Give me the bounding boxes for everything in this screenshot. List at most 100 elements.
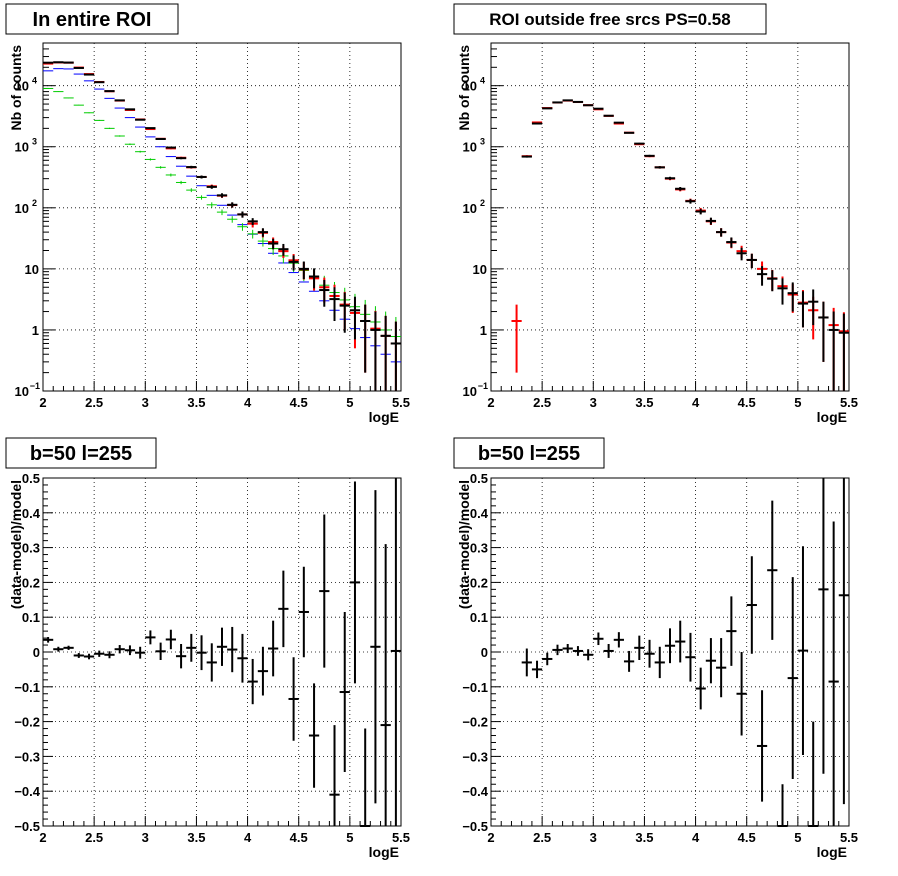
data-series: [43, 87, 401, 391]
y-tick-label: 0.1: [22, 610, 40, 625]
x-tick-label: 2.5: [533, 395, 551, 410]
y-tick-label: 10: [473, 262, 487, 277]
y-tick-exponent: 4: [32, 76, 37, 86]
y-tick-label: 0.4: [470, 506, 489, 521]
panel-title-box: [5, 437, 157, 469]
data-series: [43, 61, 401, 391]
x-tick-label: 5.5: [392, 395, 410, 410]
x-tick-label: 3.5: [635, 395, 653, 410]
x-tick-label: 2: [487, 830, 494, 845]
panel-title: In entire ROI: [33, 9, 152, 31]
x-tick-label: 4.5: [290, 395, 308, 410]
y-tick-label: 0.3: [22, 541, 40, 556]
y-tick-label: 0.2: [22, 575, 40, 590]
x-tick-label: 3: [590, 830, 597, 845]
y-axis-label: (data-model)/model: [456, 480, 472, 609]
y-axis-label: (data-model)/model: [8, 480, 24, 609]
plot-frame: [42, 42, 402, 392]
y-tick-label: 10: [463, 201, 477, 216]
panel-title-box: [453, 437, 605, 469]
x-tick-label: 4.5: [290, 830, 308, 845]
y-tick-label: −0.4: [14, 784, 40, 799]
x-tick-label: 2: [39, 830, 46, 845]
y-tick-exponent: −1: [30, 381, 40, 391]
y-tick-label: 10: [15, 140, 29, 155]
x-tick-label: 3.5: [635, 830, 653, 845]
y-tick-label: −0.2: [462, 715, 488, 730]
panel-residuals-left: b=50 l=255 2 2.5 3 3.5 4 4.5 5 5.5 −0.5 −0.4 −0.3 −…: [5, 437, 410, 860]
panel-title-box: [453, 3, 767, 35]
y-tick-label: 10: [463, 140, 477, 155]
y-tick-label: 1: [480, 323, 487, 338]
x-tick-label: 2.5: [533, 830, 551, 845]
panel-title: ROI outside free srcs PS=0.58: [489, 10, 730, 29]
x-tick-label: 5.5: [392, 830, 410, 845]
y-tick-label: −0.3: [462, 749, 488, 764]
x-tick-label: 4: [692, 395, 700, 410]
x-tick-label: 3: [590, 395, 597, 410]
x-tick-label: 4: [692, 830, 700, 845]
y-tick-label: 10: [463, 384, 477, 399]
y-tick-label: 0.4: [22, 506, 41, 521]
panel-title: b=50 l=255: [30, 443, 132, 465]
data-series: [43, 61, 401, 391]
panel-counts-outside-srcs: ROI outside free srcs PS=0.58 2 2.5 3 3.5 4 4…: [453, 3, 858, 425]
x-tick-label: 2.5: [85, 395, 103, 410]
data-series: [511, 99, 849, 391]
y-tick-label: −0.1: [462, 680, 488, 695]
plot-frame: [490, 42, 850, 392]
y-tick-label: 10: [25, 262, 39, 277]
x-tick-label: 5: [794, 395, 801, 410]
x-tick-label: 5.5: [840, 830, 858, 845]
y-tick-label: 0.3: [470, 541, 488, 556]
x-axis-label: logE: [369, 409, 399, 425]
y-tick-exponent: −1: [478, 381, 488, 391]
x-tick-label: 5: [346, 830, 353, 845]
data-series: [43, 478, 401, 827]
y-tick-label: −0.2: [14, 715, 40, 730]
x-tick-label: 5.5: [840, 395, 858, 410]
y-tick-label: −0.3: [14, 749, 40, 764]
x-tick-label: 2.5: [85, 830, 103, 845]
y-tick-label: 0.5: [22, 471, 40, 486]
x-tick-label: 4.5: [738, 830, 756, 845]
x-tick-label: 3.5: [187, 830, 205, 845]
y-tick-label: 1: [32, 323, 39, 338]
x-tick-label: 5: [346, 395, 353, 410]
x-tick-label: 2: [39, 395, 46, 410]
x-tick-label: 3: [142, 830, 149, 845]
x-tick-label: 2: [487, 395, 494, 410]
x-axis-label: logE: [817, 409, 847, 425]
y-tick-label: 0: [33, 645, 40, 660]
y-axis-label: Nb of counts: [456, 45, 472, 131]
data-series: [43, 68, 401, 363]
y-tick-exponent: 4: [480, 76, 485, 86]
y-tick-label: 0: [481, 645, 488, 660]
y-tick-label: −0.5: [462, 819, 488, 834]
y-tick-exponent: 2: [480, 198, 485, 208]
y-tick-label: 10: [15, 384, 29, 399]
panel-title: b=50 l=255: [478, 443, 580, 465]
y-tick-label: 10: [463, 79, 477, 94]
x-axis-label: logE: [817, 844, 847, 860]
x-axis-label: logE: [369, 844, 399, 860]
y-tick-label: 0.1: [470, 610, 488, 625]
y-tick-label: 0.2: [470, 575, 488, 590]
y-tick-label: −0.4: [462, 784, 488, 799]
panel-residuals-right: b=50 l=255 2 2.5 3 3.5 4 4.5 5 5.5 −0.5 −0.4 −0.3 −…: [453, 437, 858, 860]
y-axis-label: Nb of counts: [8, 45, 24, 131]
panel-title-box: [5, 3, 179, 35]
x-tick-label: 4: [244, 830, 252, 845]
x-tick-label: 4.5: [738, 395, 756, 410]
y-tick-exponent: 3: [480, 137, 485, 147]
x-tick-label: 3.5: [187, 395, 205, 410]
y-tick-label: 10: [15, 79, 29, 94]
y-tick-label: 0.5: [470, 471, 488, 486]
y-tick-label: 10: [15, 201, 29, 216]
y-tick-label: −0.1: [14, 680, 40, 695]
data-series: [521, 478, 849, 827]
y-tick-exponent: 3: [32, 137, 37, 147]
